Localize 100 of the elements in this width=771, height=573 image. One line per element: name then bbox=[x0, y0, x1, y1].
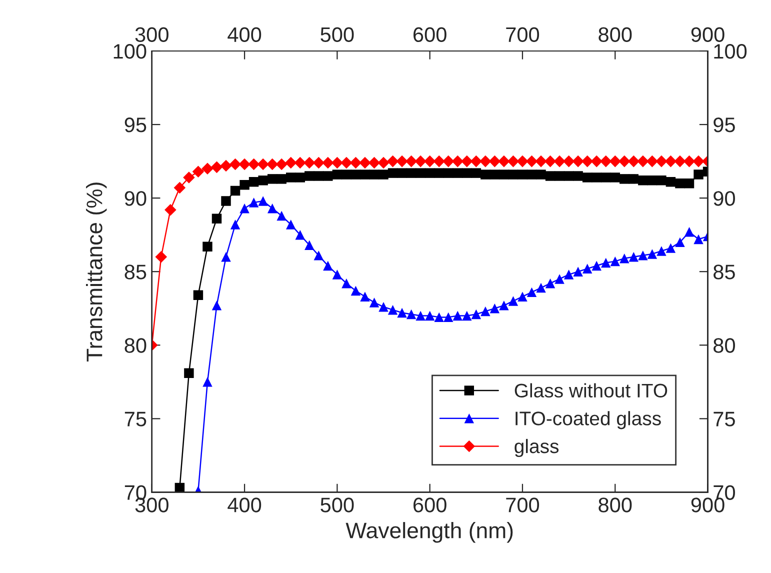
point bbox=[462, 168, 472, 178]
point bbox=[592, 172, 602, 182]
point bbox=[323, 171, 333, 181]
point bbox=[286, 220, 296, 230]
point bbox=[350, 286, 361, 296]
point bbox=[323, 260, 333, 271]
point bbox=[378, 170, 388, 180]
x-tick-label: 600 bbox=[414, 498, 446, 512]
point bbox=[508, 170, 518, 180]
point bbox=[452, 310, 462, 321]
y2-tick-label: 75 bbox=[714, 412, 735, 426]
y-tick-label: 85 bbox=[124, 264, 146, 280]
point bbox=[666, 243, 676, 253]
point bbox=[620, 254, 630, 264]
point bbox=[230, 220, 240, 230]
point bbox=[499, 170, 509, 180]
point bbox=[628, 252, 639, 262]
point bbox=[656, 246, 666, 256]
point bbox=[647, 249, 658, 259]
point bbox=[434, 168, 444, 178]
point bbox=[295, 172, 305, 182]
point bbox=[221, 196, 231, 206]
point bbox=[656, 176, 666, 186]
point bbox=[490, 304, 500, 314]
point bbox=[638, 250, 648, 260]
point bbox=[452, 168, 462, 178]
point bbox=[350, 170, 361, 180]
point bbox=[369, 170, 380, 180]
x2-tick-label: 300 bbox=[135, 27, 168, 42]
point bbox=[193, 290, 204, 300]
point bbox=[342, 170, 352, 180]
point bbox=[480, 170, 490, 180]
point bbox=[416, 310, 426, 321]
y2-tick-label: 90 bbox=[714, 191, 735, 206]
point bbox=[471, 309, 482, 320]
point bbox=[332, 270, 342, 280]
point bbox=[424, 168, 435, 178]
x2-tick-label: 500 bbox=[320, 27, 354, 42]
point bbox=[564, 270, 574, 280]
point bbox=[499, 300, 509, 310]
point bbox=[295, 230, 305, 240]
point bbox=[360, 170, 370, 180]
point bbox=[694, 234, 704, 244]
x-tick-label: 800 bbox=[598, 498, 632, 512]
point bbox=[332, 170, 342, 180]
point bbox=[397, 308, 407, 318]
point bbox=[248, 177, 259, 187]
point bbox=[564, 171, 574, 181]
y2-tick-label: 85 bbox=[714, 264, 735, 280]
point bbox=[471, 168, 482, 178]
y-axis-title: Transmittance (%) bbox=[86, 182, 107, 362]
point bbox=[490, 170, 500, 180]
point bbox=[526, 287, 537, 298]
point bbox=[434, 312, 444, 322]
x-tick-label: 400 bbox=[228, 498, 262, 512]
point bbox=[694, 170, 704, 180]
point bbox=[184, 368, 194, 378]
point bbox=[248, 198, 259, 208]
x2-tick-label: 400 bbox=[228, 27, 262, 42]
point bbox=[240, 180, 250, 190]
legend-label: glass bbox=[514, 438, 559, 458]
y-tick-label: 70 bbox=[124, 485, 146, 500]
point bbox=[526, 170, 537, 180]
point bbox=[684, 178, 694, 188]
legend-label: Glass without ITO bbox=[514, 383, 668, 398]
point bbox=[406, 309, 416, 320]
point bbox=[554, 171, 564, 181]
point bbox=[610, 172, 620, 182]
point bbox=[378, 302, 388, 312]
point bbox=[314, 250, 324, 260]
point bbox=[582, 264, 592, 274]
point bbox=[444, 312, 454, 322]
point bbox=[416, 168, 426, 178]
point bbox=[675, 178, 685, 188]
point bbox=[230, 186, 240, 196]
y-tick-label: 100 bbox=[114, 44, 146, 59]
point bbox=[276, 174, 286, 184]
point bbox=[536, 170, 546, 180]
x2-tick-label: 600 bbox=[414, 27, 446, 42]
point bbox=[202, 242, 212, 252]
point bbox=[267, 174, 278, 184]
point bbox=[675, 237, 685, 248]
point bbox=[582, 172, 592, 182]
x2-tick-label: 700 bbox=[506, 27, 540, 42]
point bbox=[666, 177, 676, 187]
x-axis-title: Wavelength (nm) bbox=[346, 522, 513, 543]
point bbox=[342, 278, 352, 288]
x-tick-label: 700 bbox=[506, 498, 540, 512]
point bbox=[592, 260, 602, 271]
point bbox=[221, 252, 231, 262]
y2-tick-label: 95 bbox=[714, 118, 735, 132]
point bbox=[267, 204, 278, 214]
point bbox=[554, 274, 564, 284]
point bbox=[388, 304, 398, 315]
point bbox=[360, 292, 370, 302]
point bbox=[573, 171, 583, 181]
point bbox=[202, 377, 212, 387]
point bbox=[545, 278, 556, 288]
point bbox=[518, 292, 528, 302]
y2-tick-label: 80 bbox=[714, 338, 735, 353]
